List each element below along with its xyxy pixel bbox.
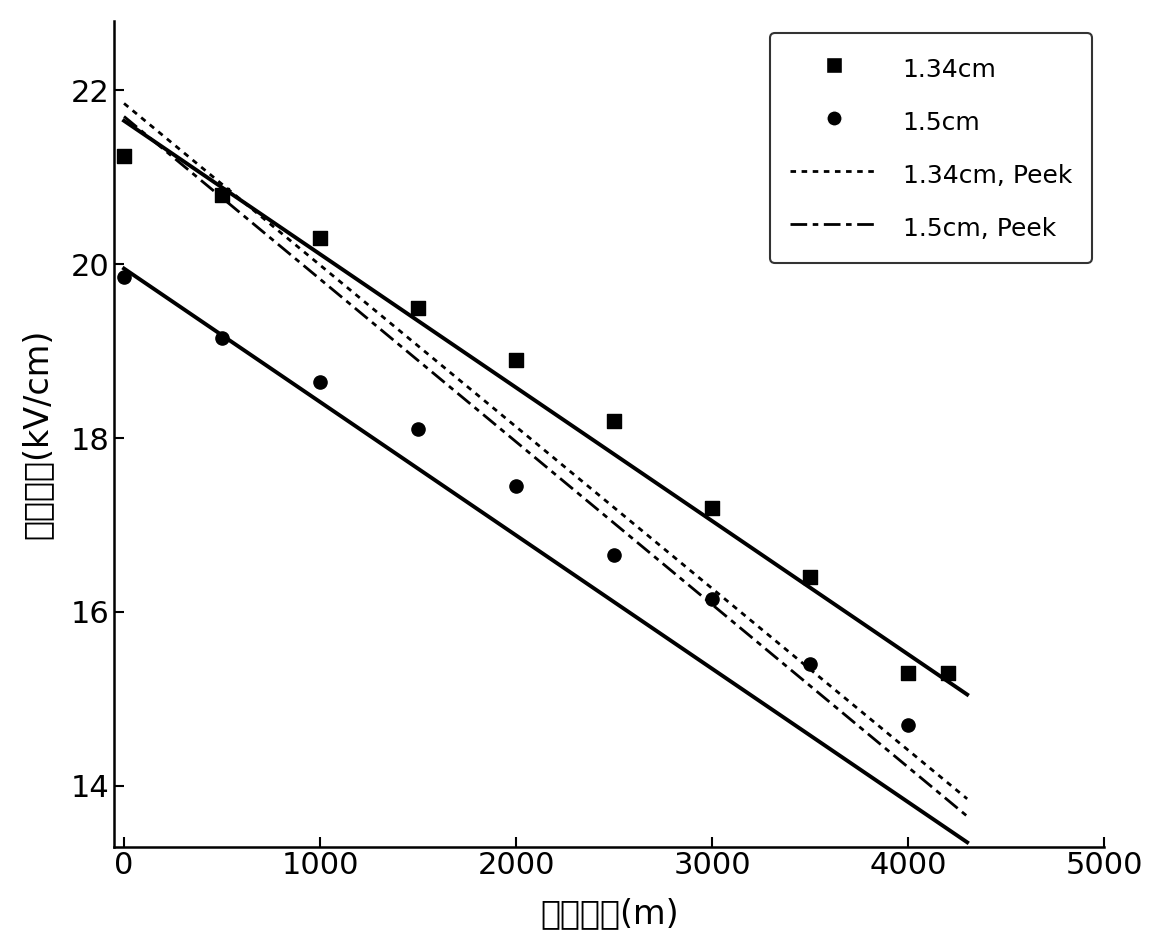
Point	[115, 270, 134, 285]
Point	[115, 148, 134, 164]
Point	[409, 301, 427, 316]
Point	[213, 331, 232, 346]
Point	[409, 422, 427, 437]
Point	[899, 665, 917, 680]
X-axis label: 海拔高度(m): 海拔高度(m)	[540, 897, 679, 930]
Point	[703, 592, 722, 607]
Point	[703, 500, 722, 515]
Point	[506, 478, 525, 494]
Point	[311, 230, 329, 245]
Legend: 1.34cm, 1.5cm, 1.34cm, Peek, 1.5cm, Peek: 1.34cm, 1.5cm, 1.34cm, Peek, 1.5cm, Peek	[771, 33, 1092, 262]
Point	[605, 548, 624, 563]
Point	[311, 374, 329, 389]
Point	[801, 570, 819, 585]
Point	[506, 352, 525, 367]
Y-axis label: 起晓场强(kV/cm): 起晓场强(kV/cm)	[21, 328, 54, 539]
Point	[605, 413, 624, 428]
Point	[801, 656, 819, 671]
Point	[938, 665, 957, 680]
Point	[213, 187, 232, 203]
Point	[899, 717, 917, 732]
